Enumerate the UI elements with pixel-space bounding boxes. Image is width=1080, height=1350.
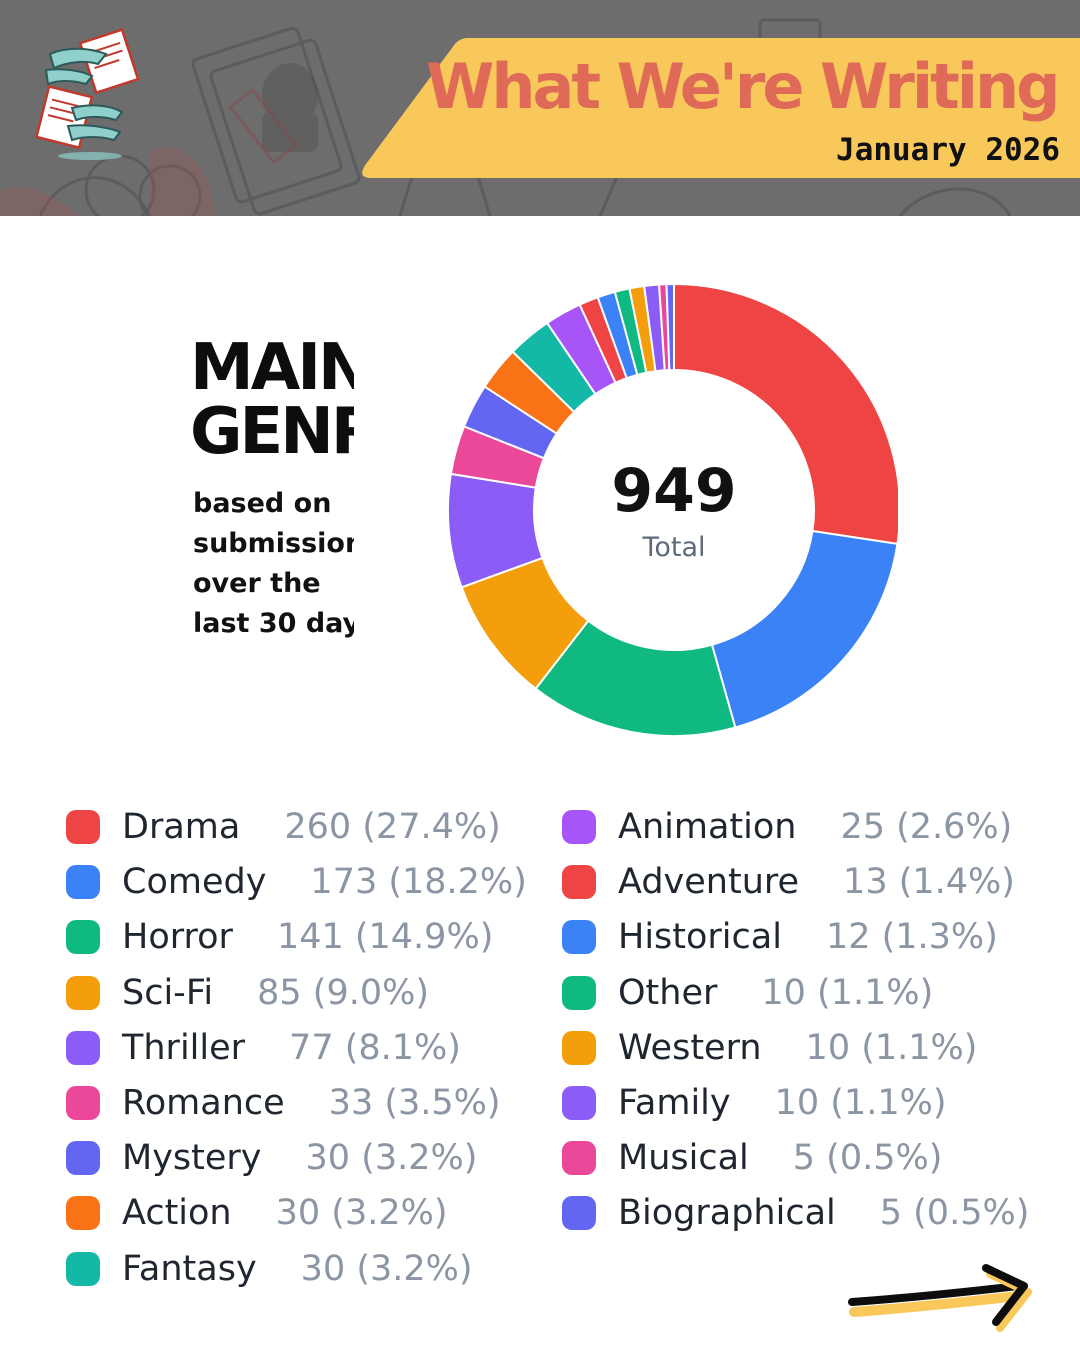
legend-item: Comedy 173 (18.2%) (66, 860, 527, 904)
donut-total-label: Total (642, 532, 706, 563)
caption-line: last 30 days (193, 608, 377, 639)
legend-item: Musical 5 (0.5%) (562, 1136, 942, 1180)
legend-value: 5 (0.5%) (792, 1138, 943, 1179)
legend-label: Animation (618, 807, 797, 847)
legend-value: 10 (1.1%) (805, 1027, 978, 1068)
page-subtitle: January 2026 (836, 132, 1060, 168)
legend-item: Historical 12 (1.3%) (562, 915, 998, 959)
legend-value: 85 (9.0%) (257, 972, 430, 1013)
title-banner (362, 38, 1080, 178)
legend-item: Romance 33 (3.5%) (66, 1081, 501, 1125)
legend-label: Family (618, 1083, 731, 1123)
writing-hands-icon (34, 28, 140, 160)
legend-item: Family 10 (1.1%) (562, 1081, 947, 1125)
legend-item: Animation 25 (2.6%) (562, 805, 1012, 849)
header: What We're Writing January 2026 (0, 0, 1080, 216)
caption-line: based on (193, 488, 332, 519)
legend-label: Other (618, 972, 718, 1013)
arrow-right-icon[interactable] (846, 1262, 1036, 1338)
legend-swatch (66, 1086, 100, 1120)
legend-value: 13 (1.4%) (843, 862, 1015, 903)
legend-swatch (562, 810, 596, 844)
legend-swatch (562, 1086, 596, 1120)
legend-swatch (562, 1030, 596, 1065)
donut-chart (447, 282, 898, 737)
legend-value: 5 (0.5%) (879, 1193, 1030, 1234)
legend-label: Adventure (618, 862, 800, 903)
legend-swatch (562, 865, 596, 900)
donut-slice-drama (673, 282, 898, 546)
legend-label: Romance (122, 1083, 285, 1123)
donut-slice-biographical (665, 282, 675, 372)
donut-chart-card: 949 Total (354, 276, 898, 750)
legend-value: 30 (3.2%) (300, 1248, 473, 1289)
legend-item: Thriller 77 (8.1%) (66, 1026, 461, 1070)
legend-item: Action 30 (3.2%) (66, 1191, 448, 1235)
legend-item: Mystery 30 (3.2%) (66, 1136, 477, 1180)
legend-swatch (66, 810, 100, 844)
legend-value: 10 (1.1%) (761, 972, 934, 1013)
legend-label: Fantasy (122, 1248, 257, 1289)
legend-swatch (66, 1141, 100, 1176)
legend-item: Horror 141 (14.9%) (66, 915, 493, 959)
legend-value: 30 (3.2%) (305, 1138, 478, 1179)
heading-caption: based on submissions over the last 30 da… (193, 484, 453, 644)
legend-label: Mystery (122, 1138, 262, 1179)
legend-item: Fantasy 30 (3.2%) (66, 1247, 473, 1291)
legend-item: Adventure 13 (1.4%) (562, 860, 1015, 904)
donut-total-value: 949 (611, 456, 737, 526)
legend-label: Action (122, 1193, 232, 1234)
legend-label: Comedy (122, 862, 267, 903)
legend-swatch (562, 920, 596, 955)
legend-swatch (66, 975, 100, 1010)
legend-label: Horror (122, 917, 233, 958)
legend-value: 10 (1.1%) (774, 1083, 947, 1123)
legend-label: Western (618, 1027, 762, 1068)
legend-value: 25 (2.6%) (840, 807, 1013, 847)
legend-value: 33 (3.5%) (328, 1083, 501, 1123)
legend-item: Biographical 5 (0.5%) (562, 1191, 1029, 1235)
legend-item: Sci-Fi 85 (9.0%) (66, 971, 429, 1015)
page-title: What We're Writing (426, 50, 1061, 123)
caption-line: submissions (193, 528, 381, 559)
legend-label: Biographical (618, 1193, 836, 1234)
legend-label: Thriller (122, 1027, 246, 1068)
legend-value: 260 (27.4%) (284, 807, 501, 847)
legend-value: 77 (8.1%) (289, 1027, 461, 1068)
legend-item: Western 10 (1.1%) (562, 1026, 977, 1070)
heading-line-1: MAIN (190, 331, 372, 405)
legend-label: Historical (618, 917, 782, 958)
legend-swatch (562, 975, 596, 1010)
legend-swatch (66, 865, 100, 900)
legend-label: Sci-Fi (122, 972, 214, 1013)
legend-swatch (66, 920, 100, 955)
legend-value: 141 (14.9%) (276, 917, 494, 958)
caption-line: over the (193, 568, 321, 599)
legend-swatch (66, 1251, 100, 1286)
legend-value: 173 (18.2%) (310, 862, 527, 903)
legend-swatch (66, 1030, 100, 1065)
legend-value: 12 (1.3%) (825, 917, 998, 958)
legend-label: Musical (618, 1138, 749, 1179)
legend-swatch (562, 1141, 596, 1176)
legend-swatch (66, 1196, 100, 1231)
legend-label: Drama (122, 807, 241, 847)
legend-swatch (562, 1196, 596, 1231)
legend-value: 30 (3.2%) (275, 1193, 448, 1234)
legend-item: Other 10 (1.1%) (562, 971, 933, 1015)
legend-item: Drama 260 (27.4%) (66, 805, 501, 849)
